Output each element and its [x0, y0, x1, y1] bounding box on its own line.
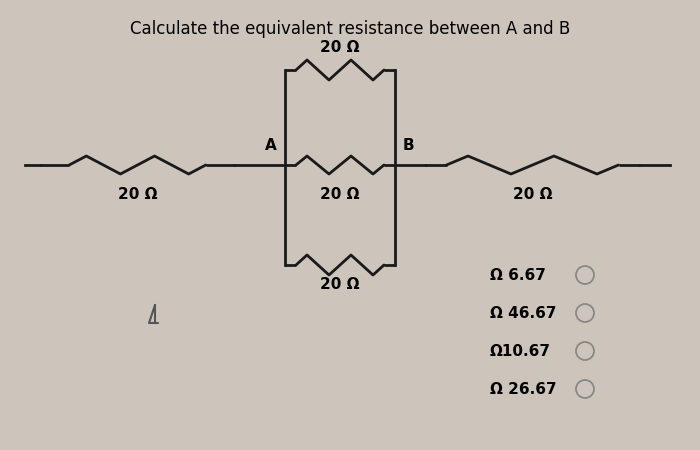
Text: 20 Ω: 20 Ω: [321, 187, 360, 202]
Text: Ω 6.67: Ω 6.67: [490, 267, 546, 283]
Text: B: B: [403, 138, 414, 153]
Text: 20 Ω: 20 Ω: [118, 187, 158, 202]
Text: Ω10.67: Ω10.67: [490, 343, 551, 359]
Text: 20 Ω: 20 Ω: [512, 187, 552, 202]
Text: 20 Ω: 20 Ω: [321, 40, 360, 55]
Text: A: A: [265, 138, 277, 153]
Text: Ω 26.67: Ω 26.67: [490, 382, 556, 396]
Text: 20 Ω: 20 Ω: [321, 277, 360, 292]
Text: Calculate the equivalent resistance between A and B: Calculate the equivalent resistance betw…: [130, 20, 570, 38]
Text: Ω 46.67: Ω 46.67: [490, 306, 556, 320]
